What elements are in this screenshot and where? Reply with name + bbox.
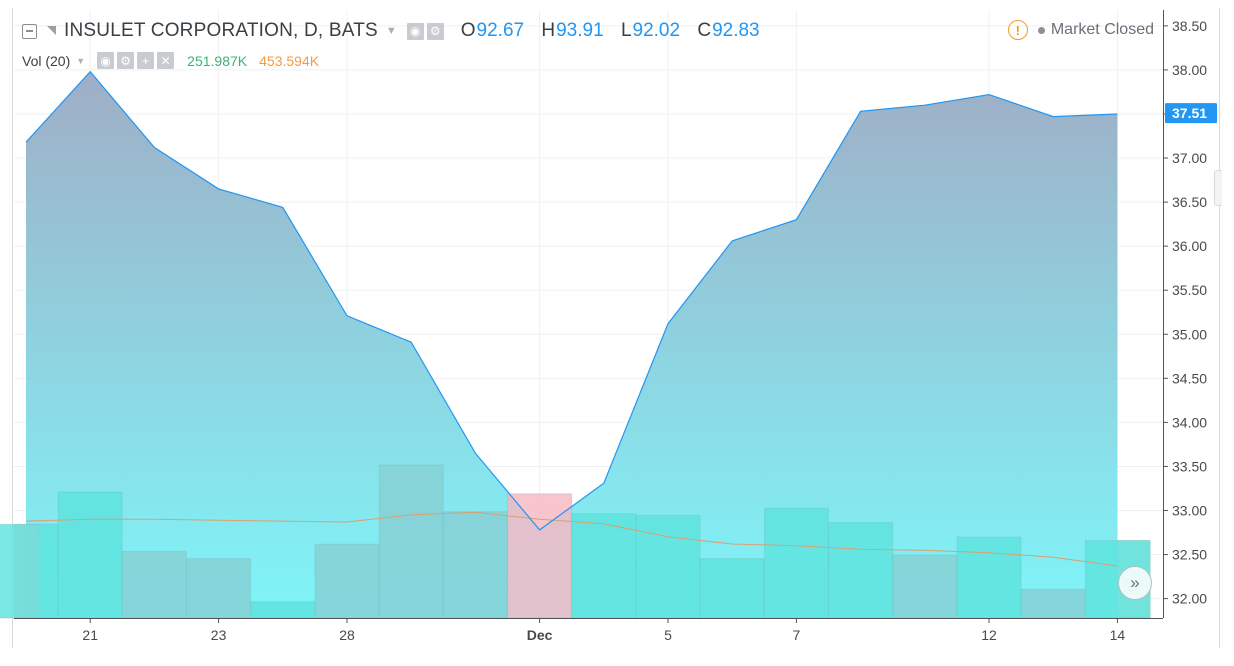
legend-volume: Vol (20) ▼ ◉ ⚙ + ✕ 251.987K 453.594K xyxy=(22,52,319,69)
y-tick-label: 35.50 xyxy=(1172,282,1207,298)
x-tick-label: 5 xyxy=(664,627,672,643)
double-chevron-right-icon: » xyxy=(1130,573,1140,592)
close-icon[interactable]: ✕ xyxy=(157,52,175,69)
y-tick-label: 34.50 xyxy=(1172,370,1207,386)
y-tick-label: 33.50 xyxy=(1172,458,1207,474)
close-key: C xyxy=(697,20,712,41)
warning-icon[interactable]: ! xyxy=(1007,20,1028,40)
y-tick-label: 38.50 xyxy=(1172,18,1207,34)
chevron-down-icon[interactable]: ▼ xyxy=(385,25,397,37)
close-value: 92.83 xyxy=(712,20,760,41)
gear-icon[interactable]: ⚙ xyxy=(117,52,135,69)
y-tick-label: 35.00 xyxy=(1172,326,1207,342)
x-tick-label: 21 xyxy=(82,627,98,643)
volume-bar xyxy=(956,536,1022,619)
price-area xyxy=(26,71,1118,618)
symbol-title[interactable]: INSULET CORPORATION, D, BATS xyxy=(64,20,378,41)
volume-bar xyxy=(828,522,894,619)
last-price-badge: 37.51 xyxy=(1165,103,1217,124)
market-status-label: Market Closed xyxy=(1050,21,1154,38)
x-tick-label: 28 xyxy=(339,627,355,643)
status-dot-icon xyxy=(1037,26,1045,34)
y-tick-label: 32.00 xyxy=(1172,591,1207,607)
x-tick-label: 12 xyxy=(981,627,997,643)
volume-value: 251.987K xyxy=(187,52,248,69)
ohlc-values: O92.67 H93.91 L92.02 C92.83 xyxy=(461,20,772,42)
volume-bar xyxy=(121,550,187,619)
x-tick-label: 7 xyxy=(793,627,801,643)
last-price-label: 37.51 xyxy=(1172,105,1207,121)
side-panel-handle[interactable] xyxy=(1214,170,1222,206)
high-value: 93.91 xyxy=(556,20,604,41)
volume-bar xyxy=(57,491,123,619)
open-value: 92.67 xyxy=(476,20,525,41)
volume-bar xyxy=(314,543,380,619)
volume-ma-line xyxy=(25,511,1118,567)
x-tick-label: Dec xyxy=(527,627,553,643)
y-tick-label: 38.00 xyxy=(1172,62,1207,78)
x-tick-label: 23 xyxy=(211,627,227,643)
eye-icon[interactable]: ◉ xyxy=(406,22,424,40)
volume-bar xyxy=(442,511,508,619)
x-tick-label: 14 xyxy=(1110,627,1126,643)
volume-bar xyxy=(0,523,59,619)
y-tick-label: 32.50 xyxy=(1172,547,1207,563)
volume-bar xyxy=(378,464,444,619)
gear-icon[interactable]: ⚙ xyxy=(426,22,444,40)
legend-main: INSULET CORPORATION, D, BATS ▼ ◉ ⚙ O92.6… xyxy=(22,20,772,42)
y-tick-label: 34.00 xyxy=(1172,414,1207,430)
low-value: 92.02 xyxy=(632,20,681,41)
last-price-badge-bg xyxy=(1165,103,1217,124)
chevron-down-icon[interactable]: ▼ xyxy=(76,55,86,66)
volume-bar xyxy=(699,558,765,619)
volume-bar xyxy=(250,601,316,619)
open-key: O xyxy=(460,20,476,41)
y-tick-label: 36.50 xyxy=(1172,194,1207,210)
x-axis-ticks: 21 23 28 Dec 5 7 12 14 xyxy=(82,618,1125,643)
low-key: L xyxy=(620,20,632,41)
volume-bar xyxy=(892,554,958,619)
volume-bar xyxy=(571,513,637,619)
plus-icon[interactable]: + xyxy=(137,52,155,69)
volume-bar xyxy=(186,558,252,619)
y-tick-label: 36.00 xyxy=(1172,238,1207,254)
y-axis-ticks: 32.00 32.50 33.00 33.50 34.00 34.50 35.00 35.50… xyxy=(1163,18,1207,607)
y-tick-label: 33.00 xyxy=(1172,502,1207,518)
price-line xyxy=(25,70,1118,531)
flag-icon[interactable] xyxy=(47,25,56,35)
y-tick-label: 37.00 xyxy=(1172,150,1207,166)
collapse-icon[interactable] xyxy=(22,23,37,39)
scroll-to-realtime-button[interactable]: » xyxy=(1118,566,1152,600)
volume-bar xyxy=(1020,588,1086,619)
volume-bar xyxy=(635,514,701,619)
market-status: ! Market Closed xyxy=(1007,20,1154,40)
volume-bar xyxy=(763,507,829,619)
volume-bars xyxy=(0,464,1151,619)
high-key: H xyxy=(541,20,556,41)
volume-bar xyxy=(507,493,573,619)
eye-icon[interactable]: ◉ xyxy=(97,52,115,69)
volume-label[interactable]: Vol (20) xyxy=(22,52,71,69)
volume-ma-value: 453.594K xyxy=(259,52,320,69)
chart-frame xyxy=(12,8,1220,648)
